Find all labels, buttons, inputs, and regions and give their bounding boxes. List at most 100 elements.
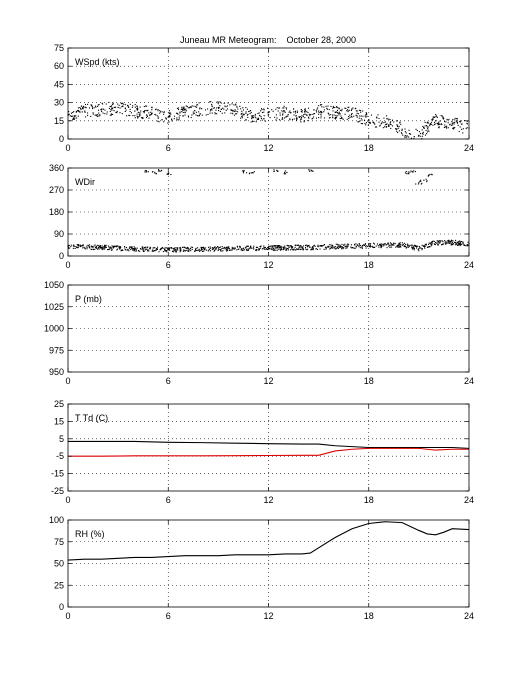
wdir-data-point xyxy=(125,246,128,249)
wspd-data-point xyxy=(306,115,308,117)
wdir-data-point xyxy=(197,249,199,251)
wspd-data-point xyxy=(320,117,322,119)
wdir-data-point xyxy=(420,183,422,185)
wspd-data-point xyxy=(93,107,95,109)
wdir-data-point xyxy=(275,245,277,247)
wspd-data-point xyxy=(281,118,283,120)
wdir-data-point xyxy=(180,249,182,252)
wdir-data-point xyxy=(459,241,461,243)
wspd-data-point xyxy=(396,120,398,122)
wspd-plot-area xyxy=(68,48,469,139)
wdir-data-point xyxy=(167,249,169,251)
wdir-data-point xyxy=(160,247,162,250)
wspd-data-point xyxy=(374,126,376,128)
wspd-data-point xyxy=(150,111,152,113)
wdir-data-point xyxy=(297,248,299,251)
wspd-data-point xyxy=(441,123,443,125)
wspd-data-point xyxy=(466,127,468,129)
wdir-data-point xyxy=(275,246,277,248)
wspd-data-point xyxy=(296,110,298,112)
wdir-data-point xyxy=(460,244,462,246)
wspd-data-point xyxy=(157,108,159,111)
temp-dewpoint-series-line-1 xyxy=(68,447,469,457)
wspd-data-point xyxy=(79,111,81,113)
wdir-data-point xyxy=(343,245,345,247)
wspd-data-point xyxy=(234,110,236,112)
wdir-data-point xyxy=(313,245,315,247)
wspd-data-point xyxy=(373,122,375,124)
wdir-data-point xyxy=(425,244,427,246)
wdir-data-point xyxy=(389,246,391,249)
wspd-data-point xyxy=(398,130,400,132)
wspd-data-point xyxy=(207,113,209,115)
wdir-data-point xyxy=(82,247,84,249)
wdir-data-point xyxy=(164,250,166,252)
wspd-data-point xyxy=(328,113,330,115)
wdir-data-point xyxy=(442,241,444,243)
wdir-data-point xyxy=(347,243,349,245)
wdir-data-point xyxy=(311,246,313,249)
wdir-data-point xyxy=(423,246,426,248)
wdir-data-point xyxy=(186,248,188,250)
wspd-data-point xyxy=(334,117,337,119)
wdir-data-point xyxy=(171,250,174,253)
wspd-data-point xyxy=(360,118,362,120)
wspd-data-point xyxy=(165,118,167,120)
wspd-data-point xyxy=(321,104,323,106)
wspd-data-point xyxy=(427,122,429,124)
wdir-data-point xyxy=(151,171,154,173)
wspd-data-point xyxy=(99,114,101,116)
wdir-data-point xyxy=(427,175,429,177)
wdir-data-point xyxy=(231,249,233,251)
chart-title: Juneau MR Meteogram: October 28, 2000 xyxy=(180,35,356,45)
wdir-data-point xyxy=(280,245,282,247)
wdir-data-point xyxy=(108,246,110,248)
wspd-data-point xyxy=(177,107,179,109)
wspd-data-point xyxy=(146,105,148,107)
wspd-data-point xyxy=(320,115,322,117)
wdir-data-point xyxy=(81,245,83,247)
wdir-series-0 xyxy=(67,239,470,253)
wdir-data-point xyxy=(245,249,248,251)
wspd-data-point xyxy=(295,115,297,117)
wspd-data-point xyxy=(258,118,260,120)
wspd-data-point xyxy=(283,105,285,107)
wspd-data-point xyxy=(338,108,340,110)
wspd-data-point xyxy=(419,135,421,137)
wspd-data-point xyxy=(386,123,388,125)
wspd-data-point xyxy=(460,120,462,122)
wdir-data-point xyxy=(214,246,216,248)
wdir-data-point xyxy=(151,250,153,252)
wdir-data-point xyxy=(423,179,425,181)
wdir-data-point xyxy=(219,250,222,252)
wdir-data-point xyxy=(412,246,414,248)
wspd-data-point xyxy=(195,114,197,116)
wspd-data-point xyxy=(330,105,332,107)
wspd-data-point xyxy=(220,102,222,104)
wdir-data-point xyxy=(174,249,176,251)
rh-series-line-0 xyxy=(67,521,470,561)
wdir-data-point xyxy=(99,245,102,247)
wspd-data-point xyxy=(439,120,441,122)
wdir-data-point xyxy=(384,243,386,245)
wdir-data-point xyxy=(101,248,103,250)
wspd-data-point xyxy=(308,117,310,119)
wdir-data-point xyxy=(437,244,439,246)
wspd-data-point xyxy=(178,109,180,111)
wspd-data-point xyxy=(192,111,194,113)
wdir-data-point xyxy=(272,245,274,247)
wspd-data-point xyxy=(338,114,340,116)
wspd-data-point xyxy=(140,117,143,119)
wspd-data-point xyxy=(466,120,468,122)
wspd-data-point xyxy=(323,111,325,113)
wspd-data-point xyxy=(399,122,401,124)
wspd-data-point xyxy=(235,103,237,105)
wspd-data-point xyxy=(451,120,453,123)
wdir-data-point xyxy=(222,250,224,252)
wdir-data-point xyxy=(217,248,219,250)
wdir-data-point xyxy=(234,247,236,249)
wspd-data-point xyxy=(263,115,265,117)
wdir-data-point xyxy=(166,251,168,253)
wspd-data-point xyxy=(401,128,403,130)
